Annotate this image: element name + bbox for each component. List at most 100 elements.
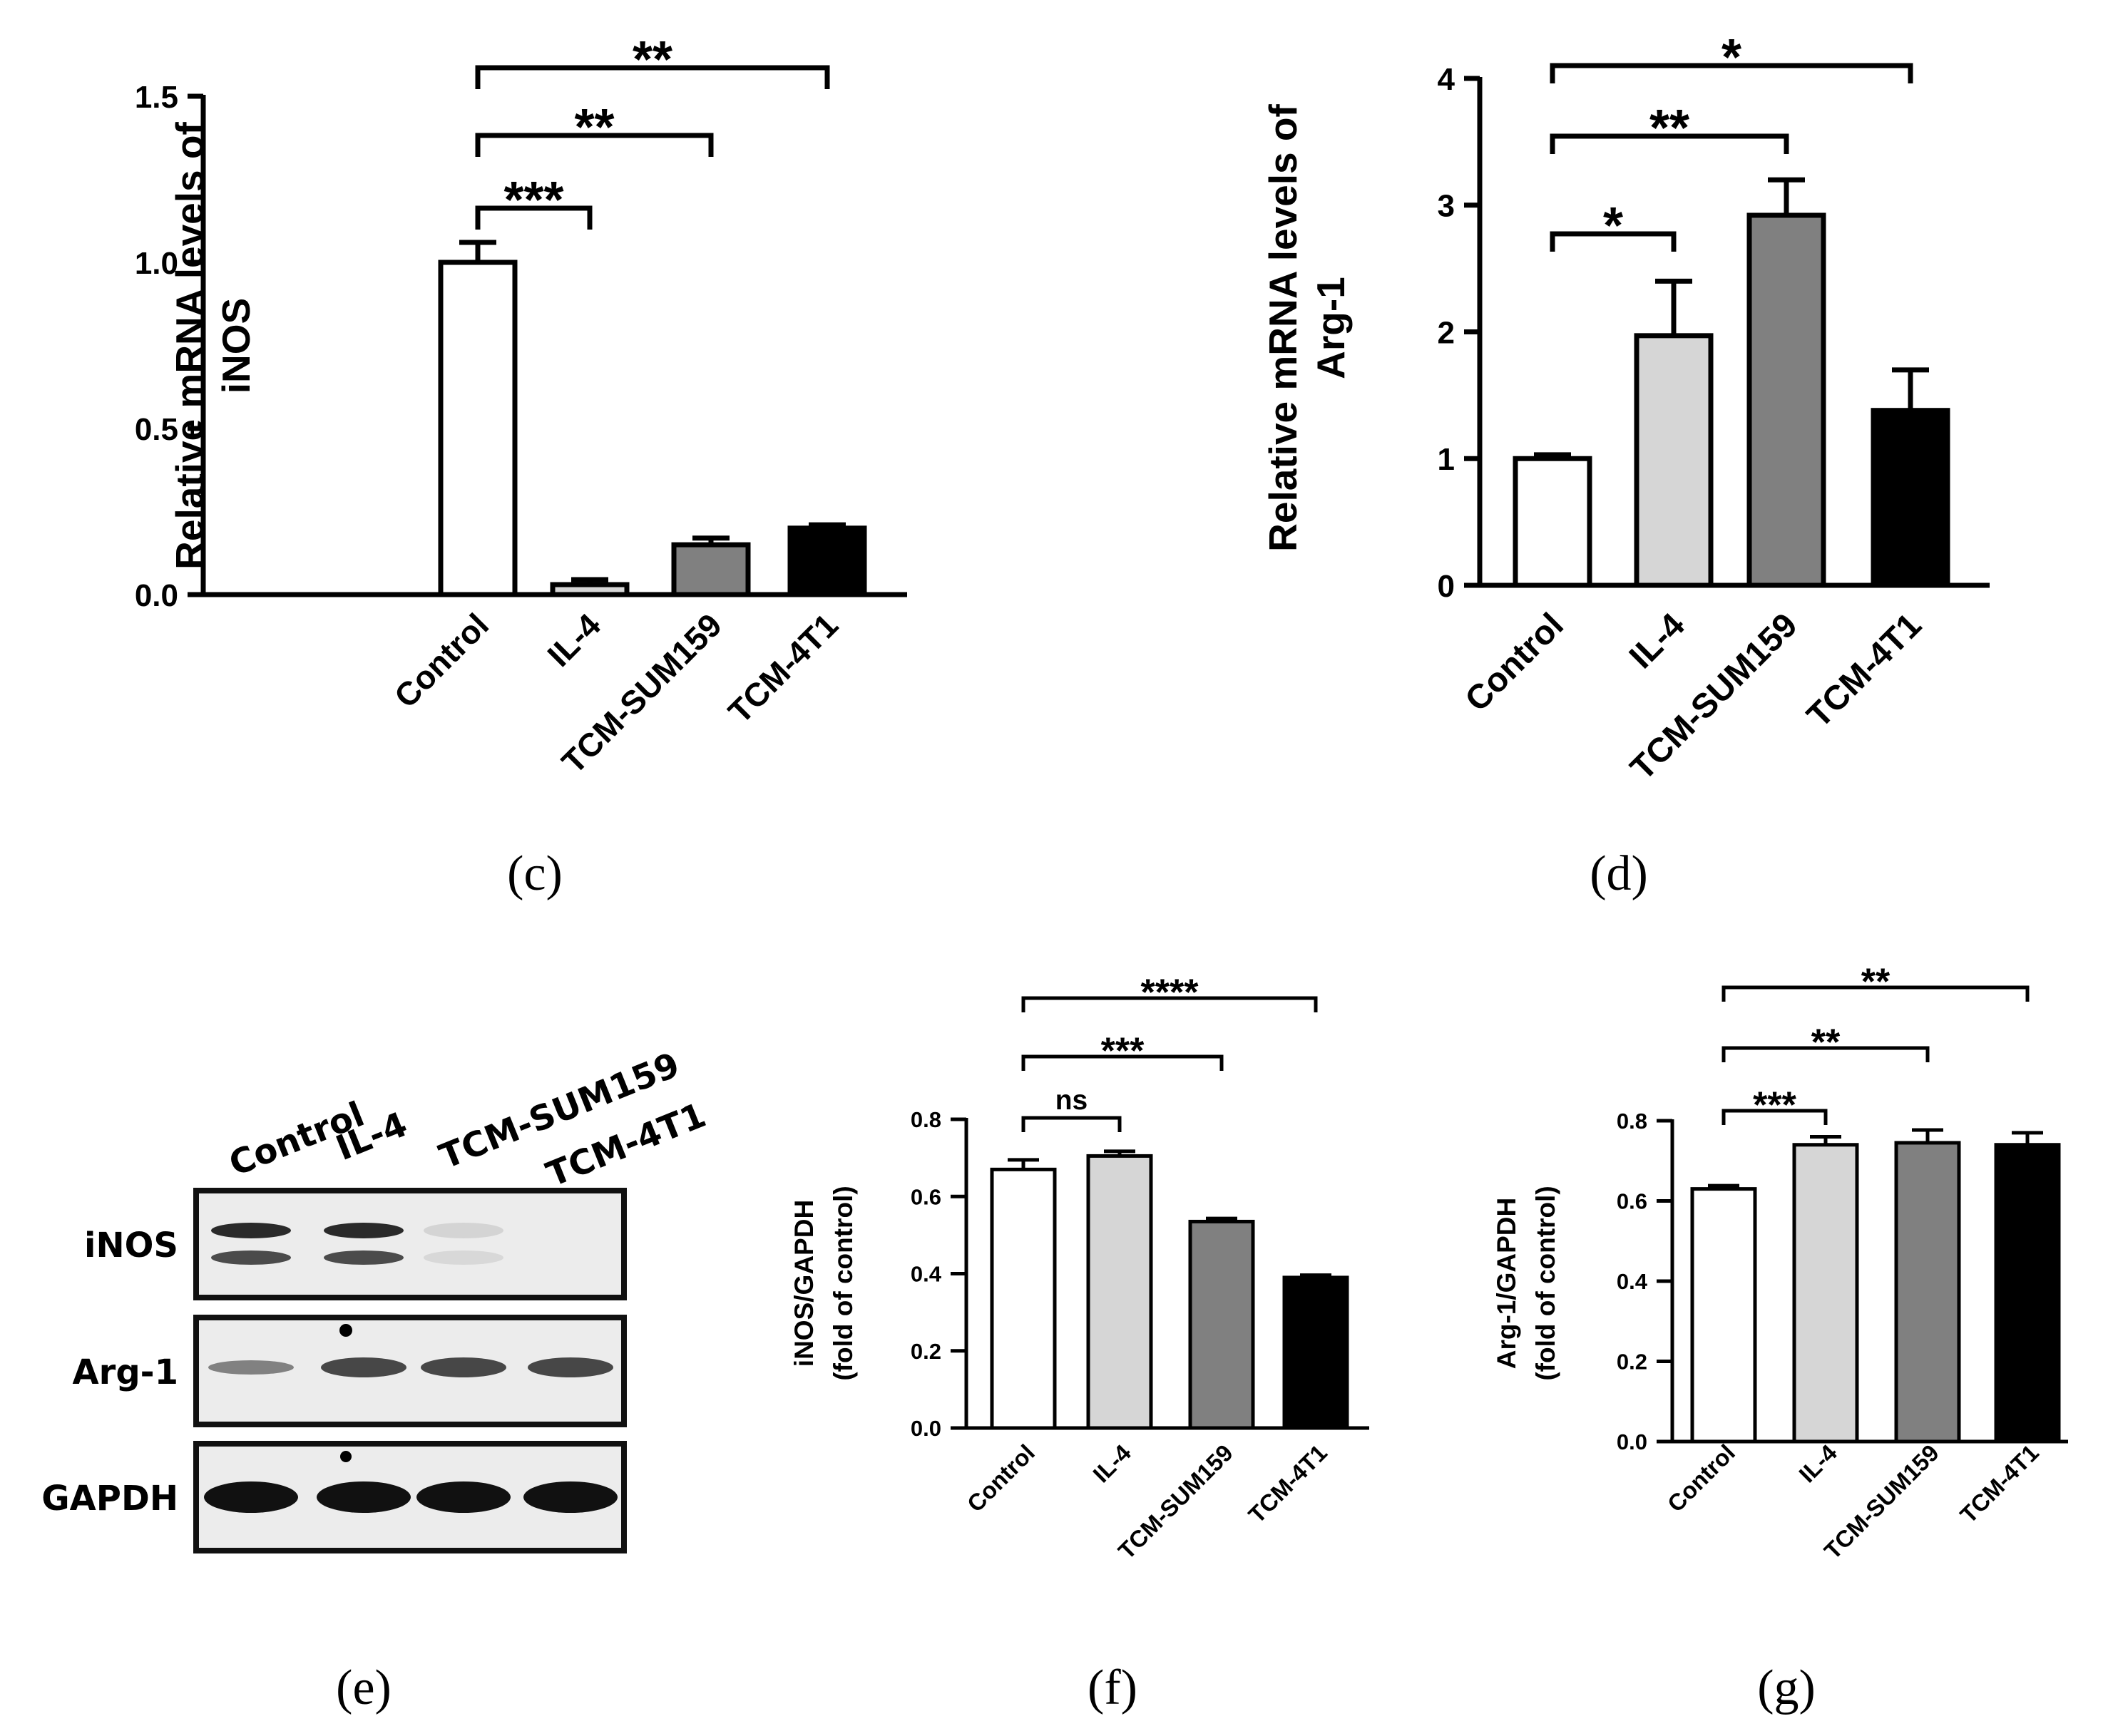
- y-tick-label: 1.5: [135, 80, 178, 115]
- significance-bracket: [1550, 63, 1913, 83]
- blot-speck: [340, 1451, 352, 1462]
- bar-il-4: [1086, 1154, 1153, 1430]
- panel-label: (f): [1088, 1660, 1137, 1715]
- significance-bracket: [475, 205, 593, 230]
- y-tick-label: 0: [1438, 569, 1455, 604]
- bar-control: [438, 260, 518, 597]
- bar-tcm-4t1: [1282, 1275, 1349, 1430]
- significance-bracket: [1550, 231, 1677, 252]
- significance-label: **: [1649, 100, 1689, 157]
- y-tick-label: 0.0: [1617, 1429, 1647, 1454]
- blot-box-inos: [193, 1188, 627, 1300]
- significance-label: ***: [1101, 1030, 1145, 1072]
- y-axis-label-line2: (fold of control): [1531, 1186, 1560, 1380]
- x-tick-label-control: Control: [1662, 1439, 1740, 1517]
- significance-label: **: [1811, 1022, 1841, 1063]
- y-axis-label-line2: (fold of control): [829, 1186, 858, 1380]
- band-gapdh: [523, 1481, 618, 1513]
- y-tick-label: 0.5: [135, 412, 178, 447]
- y-axis-label-line1: Relative mRNA levels of: [168, 121, 212, 569]
- blot-speck: [339, 1324, 352, 1337]
- y-tick-label: 0.2: [911, 1339, 941, 1364]
- y-tick-label: 0.8: [1617, 1109, 1647, 1134]
- y-tick-label: 0.2: [1617, 1350, 1647, 1375]
- y-tick-label: 2: [1438, 315, 1455, 350]
- significance-label: ****: [1141, 972, 1199, 1013]
- y-tick-label: 0.6: [911, 1184, 941, 1209]
- band-inos-lower: [324, 1250, 404, 1265]
- blot-row-label-arg-1: Arg-1: [73, 1352, 179, 1392]
- x-tick-label-il-4: IL-4: [1622, 606, 1692, 676]
- bar-tcm-4t1: [787, 525, 867, 597]
- y-tick-label: 1.0: [135, 246, 178, 281]
- significance-bracket: [1021, 1054, 1224, 1071]
- bar-tcm-4t1: [1994, 1143, 2061, 1444]
- band-arg1: [208, 1360, 294, 1375]
- panel-label: (c): [507, 846, 563, 901]
- x-tick-label-control: Control: [387, 606, 496, 714]
- bar-tcm-sum159: [1894, 1141, 1961, 1444]
- x-tick-label-il-4: IL-4: [1088, 1439, 1136, 1487]
- y-tick-label: 0.0: [911, 1416, 941, 1441]
- significance-label: **: [633, 31, 672, 88]
- x-tick-label-tcm-4t1: TCM-4T1: [721, 606, 845, 730]
- significance-bracket: [475, 133, 714, 157]
- bar-tcm-sum159: [1746, 212, 1826, 588]
- significance-label: **: [1861, 961, 1891, 1002]
- y-tick-label: 0.4: [911, 1262, 942, 1287]
- y-tick-label: 0.6: [1617, 1189, 1647, 1214]
- bar-il-4: [1792, 1143, 1859, 1444]
- band-gapdh: [317, 1481, 411, 1513]
- band-inos-upper: [211, 1223, 291, 1238]
- bar-il-4: [550, 582, 630, 597]
- blot-row-label-gapdh: GAPDH: [41, 1479, 178, 1519]
- significance-bracket: [1721, 1109, 1828, 1125]
- significance-label: ns: [1055, 1085, 1088, 1116]
- significance-bracket: [1021, 1116, 1122, 1132]
- significance-bracket: [1721, 1046, 1930, 1062]
- band-arg1: [321, 1357, 406, 1377]
- band-inos-lower: [424, 1250, 503, 1265]
- band-inos-upper: [324, 1223, 404, 1238]
- significance-bracket: [475, 65, 830, 89]
- y-axis-label-line1: Relative mRNA levels of: [1261, 103, 1305, 551]
- bar-tcm-4t1: [1871, 408, 1950, 588]
- y-axis-label-line1: Arg-1/GAPDH: [1492, 1198, 1521, 1370]
- x-tick-label-il-4: IL-4: [540, 606, 608, 674]
- x-tick-label-tcm-4t1: TCM-4T1: [1800, 606, 1929, 735]
- x-tick-label-control: Control: [1458, 606, 1571, 719]
- band-inos-upper: [424, 1223, 503, 1238]
- band-arg1: [421, 1357, 506, 1377]
- significance-bracket: [1550, 133, 1789, 154]
- significance-label: ***: [503, 172, 563, 229]
- panel-label: (g): [1757, 1660, 1816, 1715]
- significance-label: *: [1603, 197, 1623, 255]
- y-tick-label: 4: [1438, 62, 1455, 97]
- y-tick-label: 0.4: [1617, 1269, 1648, 1294]
- significance-bracket: [1021, 996, 1318, 1012]
- band-inos-lower: [211, 1250, 291, 1265]
- band-gapdh: [204, 1481, 298, 1513]
- blot-row-label-inos: iNOS: [84, 1226, 178, 1265]
- y-tick-label: 3: [1438, 189, 1455, 224]
- bar-control: [1690, 1187, 1757, 1444]
- x-tick-label-tcm-4t1: TCM-4T1: [1243, 1439, 1332, 1529]
- y-axis-label-line2: iNOS: [214, 298, 258, 394]
- bar-control: [1513, 456, 1592, 588]
- y-tick-label: 0.0: [135, 578, 178, 613]
- panel-label: (e): [336, 1660, 392, 1715]
- bar-tcm-sum159: [1188, 1219, 1255, 1430]
- panel-label: (d): [1590, 846, 1648, 901]
- bar-tcm-sum159: [671, 542, 751, 597]
- x-tick-label-control: Control: [962, 1439, 1040, 1517]
- y-tick-label: 0.8: [911, 1107, 941, 1132]
- significance-bracket: [1721, 985, 2030, 1002]
- significance-label: **: [574, 99, 614, 156]
- significance-label: ***: [1753, 1084, 1796, 1126]
- x-tick-label-tcm-4t1: TCM-4T1: [1955, 1439, 2044, 1529]
- band-gapdh: [416, 1481, 511, 1513]
